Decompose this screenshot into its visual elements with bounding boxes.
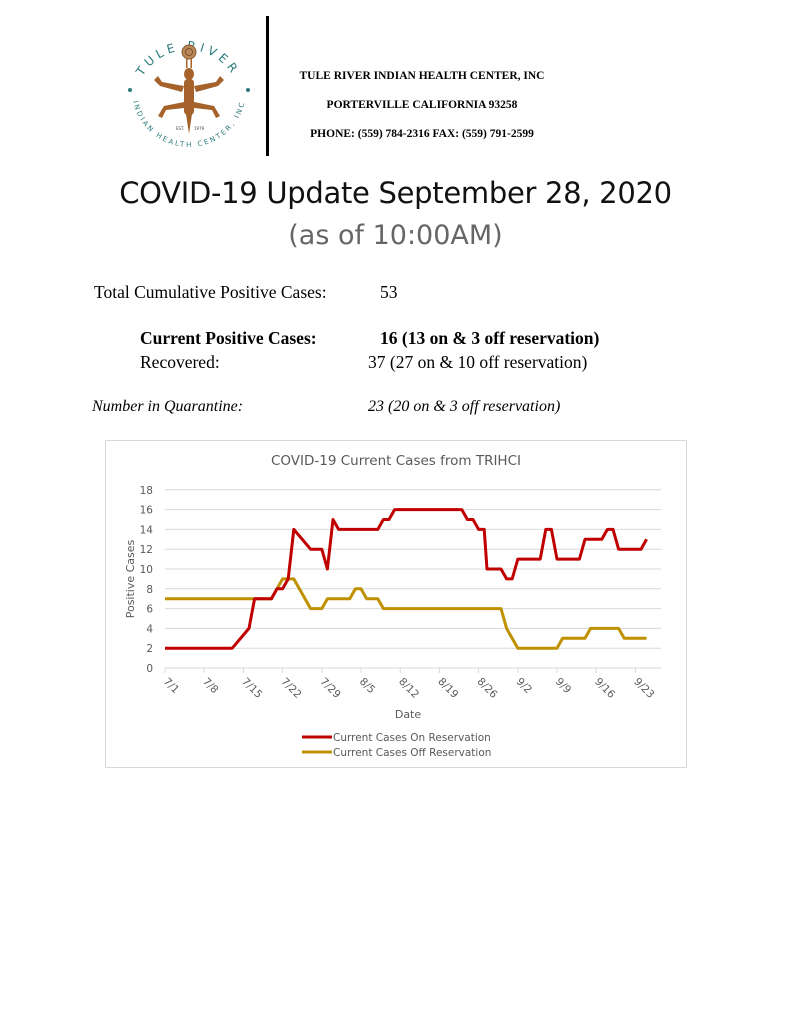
y-tick-label: 16 [140, 505, 154, 517]
y-tick-label: 18 [140, 485, 153, 497]
x-tick-label: 8/19 [435, 676, 460, 701]
x-tick-label: 7/22 [278, 676, 303, 701]
series-line [165, 577, 647, 650]
chart-plot: 0 2 4 6 8 10 12 14 16 18 7/1 7/8 7/15 7/22 7/29 8/5 8/12… [124, 485, 661, 759]
y-tick-label: 14 [140, 524, 154, 536]
recovered-label: Recovered: [140, 352, 220, 372]
x-axis-label: Date [395, 708, 422, 721]
x-tick-label: 8/12 [396, 676, 421, 701]
page-title: COVID-19 Update September 28, 2020 [119, 176, 672, 210]
x-tick-label: 7/8 [200, 676, 220, 696]
y-tick-label: 6 [146, 604, 153, 616]
quarantine-label: Number in Quarantine: [92, 398, 244, 415]
x-tick-label: 9/16 [592, 676, 617, 701]
header-divider [266, 16, 269, 156]
x-tick-label: 7/15 [239, 676, 264, 701]
lizard-figure-icon: TULE RIVER INDIAN HEALTH CENTER, INC EST… [128, 39, 250, 149]
x-tick-label: 9/9 [553, 676, 573, 696]
y-tick-label: 4 [146, 623, 153, 635]
chart-title: COVID-19 Current Cases from TRIHCI [270, 453, 521, 469]
org-city: PORTERVILLE CALIFORNIA 93258 [326, 99, 518, 111]
cumulative-value: 53 [380, 282, 398, 302]
y-tick-label: 12 [140, 544, 153, 556]
recovered-value: 37 (27 on & 10 off reservation) [368, 352, 588, 372]
svg-text:1979: 1979 [194, 126, 205, 131]
org-contact: PHONE: (559) 784-2316 FAX: (559) 791-259… [310, 128, 534, 140]
cumulative-label: Total Cumulative Positive Cases: [94, 282, 327, 302]
x-tick-label: 9/23 [631, 676, 656, 701]
x-tick-label: 7/29 [318, 676, 343, 701]
organization-info: TULE RIVER INDIAN HEALTH CENTER, INC POR… [272, 62, 572, 149]
svg-text:EST.: EST. [176, 126, 184, 131]
y-axis-label: Positive Cases [124, 539, 137, 618]
legend-label: Current Cases Off Reservation [333, 747, 491, 759]
page-subtitle: (as of 10:00AM) [288, 220, 503, 251]
quarantine-value: 23 (20 on & 3 off reservation) [368, 398, 561, 415]
x-tick-label: 9/2 [514, 676, 534, 696]
y-tick-label: 8 [146, 584, 153, 596]
organization-logo: TULE RIVER INDIAN HEALTH CENTER, INC EST… [118, 30, 260, 158]
x-tick-label: 8/26 [474, 676, 499, 701]
y-tick-label: 0 [146, 663, 153, 675]
x-tick-label: 8/5 [357, 676, 377, 696]
current-value: 16 (13 on & 3 off reservation) [380, 328, 600, 348]
cases-chart: COVID-19 Current Cases from TRIHCI 0 2 4 6 8… [105, 440, 687, 768]
series-line [165, 508, 648, 650]
legend-label: Current Cases On Reservation [333, 732, 491, 744]
y-tick-label: 10 [140, 564, 153, 576]
current-label: Current Positive Cases: [140, 328, 317, 348]
y-tick-label: 2 [146, 643, 153, 655]
org-name: TULE RIVER INDIAN HEALTH CENTER, INC [299, 70, 545, 82]
x-tick-label: 7/1 [161, 676, 181, 696]
